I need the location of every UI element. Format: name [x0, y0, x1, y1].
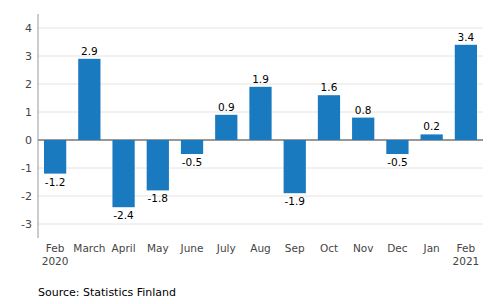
- x-tick-label: Nov: [353, 242, 374, 254]
- data-label: 0.2: [423, 120, 440, 132]
- data-label: -0.5: [182, 156, 203, 168]
- x-tick-label: June: [180, 242, 204, 254]
- grid-line: [38, 28, 483, 29]
- data-label: -1.8: [148, 192, 169, 204]
- bar: [352, 118, 374, 140]
- bar: [215, 115, 237, 140]
- x-tick-label: Oct: [320, 242, 338, 254]
- y-tick-label: 0: [25, 134, 32, 147]
- bar: [249, 87, 271, 140]
- y-tick-label: 4: [25, 22, 32, 35]
- y-tick-label: 2: [25, 78, 32, 91]
- bars: [44, 45, 477, 207]
- bar: [181, 140, 203, 154]
- y-tick-label: -2: [21, 190, 32, 203]
- data-label: 3.4: [458, 31, 475, 43]
- data-label: -0.5: [387, 156, 408, 168]
- bar: [284, 140, 306, 193]
- x-tick-label: Sep: [285, 242, 305, 254]
- x-tick-label: Feb2020: [42, 242, 69, 267]
- grid-line: [38, 196, 483, 197]
- bar: [147, 140, 169, 190]
- y-tick-label: 3: [25, 50, 32, 63]
- chart: -3 -2 -1 0 1 2 3 4 -1.2 2.9 -2.4 -1.8 -0.5 0.9 1.9 -1.9…: [0, 0, 493, 304]
- data-label: 0.8: [355, 104, 372, 116]
- chart-container: -3 -2 -1 0 1 2 3 4 -1.2 2.9 -2.4 -1.8 -0.5 0.9 1.9 -1.9…: [0, 0, 493, 304]
- y-tick-label: 1: [25, 106, 32, 119]
- grid-line: [38, 168, 483, 169]
- x-tick-label: Dec: [387, 242, 408, 254]
- data-label: -1.9: [284, 195, 305, 207]
- x-tick-label: July: [216, 242, 236, 254]
- y-tick-label: -1: [21, 162, 32, 175]
- data-label: 1.9: [252, 73, 269, 85]
- x-tick-label: April: [112, 242, 136, 254]
- bar: [421, 134, 443, 140]
- grid-line: [38, 224, 483, 225]
- x-tick-label: March: [73, 242, 105, 254]
- data-label: -2.4: [113, 209, 134, 221]
- bar: [455, 45, 477, 140]
- data-label: -1.2: [45, 176, 66, 188]
- bar: [44, 140, 66, 174]
- data-label: 1.6: [321, 81, 338, 93]
- bar: [112, 140, 134, 207]
- grid: [38, 28, 483, 224]
- x-tick-label: Jan: [423, 242, 440, 254]
- x-tick-label: Aug: [250, 242, 271, 254]
- source-note: Source: Statistics Finland: [38, 286, 176, 299]
- data-label: 0.9: [218, 101, 235, 113]
- y-axis-line: [38, 14, 39, 238]
- grid-line: [38, 56, 483, 57]
- bar: [318, 95, 340, 140]
- x-tick-label: Feb2021: [453, 242, 480, 267]
- bar: [78, 59, 100, 140]
- y-tick-label: -3: [21, 218, 32, 231]
- data-label: 2.9: [81, 45, 98, 57]
- bar: [386, 140, 408, 154]
- x-tick-label: May: [147, 242, 169, 254]
